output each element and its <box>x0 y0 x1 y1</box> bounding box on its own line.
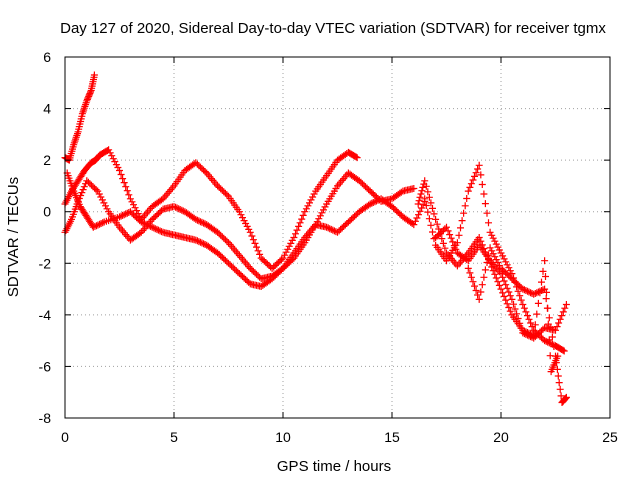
y-tick-label: 0 <box>43 204 51 220</box>
tick-labels: 0 5 10 15 20 25 -8 -6 -4 -2 0 2 4 6 <box>39 49 618 445</box>
x-tick-label: 10 <box>275 429 291 445</box>
y-tick-label: 6 <box>43 49 51 65</box>
y-tick-label: -4 <box>39 307 52 323</box>
y-tick-label: 2 <box>43 152 51 168</box>
y-axis-label: SDTVAR / TECUs <box>5 177 22 297</box>
x-tick-label: 25 <box>602 429 618 445</box>
x-tick-label: 5 <box>170 429 178 445</box>
y-tick-label: -8 <box>39 410 52 426</box>
y-tick-label: 4 <box>43 101 51 117</box>
series-tail-4 <box>414 177 562 376</box>
data-point-markers <box>464 244 570 406</box>
x-tick-label: 0 <box>61 429 69 445</box>
x-tick-label: 20 <box>493 429 509 445</box>
chart-title: Day 127 of 2020, Sidereal Day-to-day VTE… <box>60 20 606 37</box>
data-point-markers <box>63 169 429 290</box>
series-tail-3 <box>464 244 570 406</box>
x-tick-label: 15 <box>384 429 400 445</box>
y-tick-label: -2 <box>39 255 52 271</box>
x-axis-label: GPS time / hours <box>277 458 391 475</box>
y-tick-label: -6 <box>39 358 52 374</box>
data-point-markers <box>414 177 562 376</box>
ticks <box>64 56 611 419</box>
series-track-3 <box>63 169 429 290</box>
data-layer <box>61 71 570 406</box>
plot-frame <box>64 56 611 419</box>
